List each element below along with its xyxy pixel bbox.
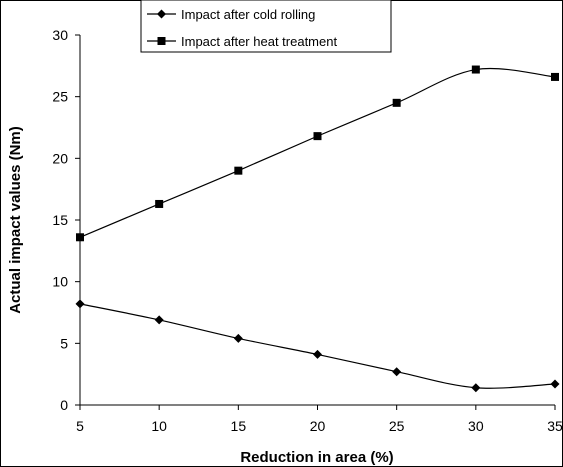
legend-box bbox=[140, 0, 392, 53]
data-point-heat-treatment bbox=[471, 65, 480, 74]
data-point-heat-treatment bbox=[234, 166, 243, 175]
data-point-heat-treatment bbox=[76, 233, 84, 242]
data-point-heat-treatment bbox=[551, 72, 559, 81]
series-layer bbox=[75, 65, 560, 393]
y-tick-label: 0 bbox=[60, 397, 68, 413]
x-tick-label: 10 bbox=[151, 418, 167, 434]
y-axis-title: Actual impact values (Nm) bbox=[7, 126, 24, 314]
x-tick-label: 35 bbox=[547, 418, 563, 434]
x-tick-label: 25 bbox=[389, 418, 405, 434]
y-tick-label: 20 bbox=[52, 150, 68, 166]
data-point-cold-rolling bbox=[233, 333, 243, 343]
data-point-heat-treatment bbox=[313, 132, 322, 141]
data-point-cold-rolling bbox=[471, 383, 481, 393]
y-axis-ticks: 0 5 10 15 20 25 30 bbox=[52, 27, 80, 413]
y-tick-label: 10 bbox=[52, 274, 68, 290]
legend-label-cold-rolling: Impact after cold rolling bbox=[181, 7, 315, 22]
legend-marker-square bbox=[157, 37, 166, 45]
data-point-cold-rolling bbox=[313, 349, 322, 359]
data-point-heat-treatment bbox=[155, 199, 164, 208]
x-tick-label: 5 bbox=[76, 418, 84, 434]
legend-marker-diamond bbox=[157, 9, 166, 19]
legend: Impact after cold rolling Impact after h… bbox=[140, 0, 392, 53]
series-line-cold-rolling bbox=[79, 303, 556, 389]
x-axis-title: Reduction in area (%) bbox=[240, 449, 393, 466]
y-tick-label: 30 bbox=[52, 27, 68, 43]
x-tick-label: 30 bbox=[468, 418, 484, 434]
data-point-cold-rolling bbox=[154, 315, 164, 325]
legend-label-heat-treatment: Impact after heat treatment bbox=[181, 34, 337, 49]
series-line-heat-treatment bbox=[79, 67, 556, 238]
data-point-cold-rolling bbox=[550, 379, 560, 389]
data-point-cold-rolling bbox=[392, 367, 402, 377]
y-tick-label: 25 bbox=[52, 89, 68, 105]
x-tick-label: 20 bbox=[310, 418, 326, 434]
y-tick-label: 5 bbox=[60, 335, 68, 351]
data-point-heat-treatment bbox=[392, 98, 401, 107]
x-axis-ticks: 5 10 15 20 25 30 35 bbox=[76, 405, 563, 434]
data-point-cold-rolling bbox=[75, 299, 85, 309]
x-tick-label: 15 bbox=[231, 418, 247, 434]
y-tick-label: 15 bbox=[52, 212, 68, 228]
